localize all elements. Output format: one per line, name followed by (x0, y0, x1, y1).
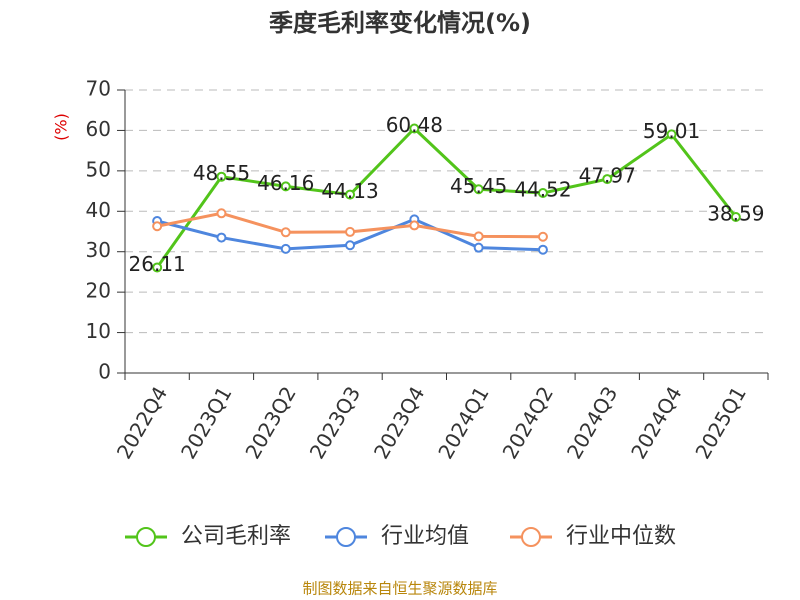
data-label: 45.45 (450, 174, 507, 198)
y-tick-label: 10 (86, 319, 111, 343)
point (152, 262, 163, 273)
x-tick-label: 2024Q3 (562, 382, 622, 463)
x-tick-label: 2025Q1 (690, 382, 750, 463)
x-tick-label: 2024Q1 (433, 382, 493, 463)
point (537, 244, 548, 255)
y-tick-label: 20 (86, 279, 111, 303)
y-tick-label: 40 (86, 198, 111, 222)
point (537, 231, 548, 242)
y-tick-label: 60 (86, 117, 111, 141)
y-axis-label: (%) (52, 113, 71, 141)
data-label: 46.16 (257, 171, 314, 195)
data-label: 59.01 (643, 119, 700, 143)
point (473, 242, 484, 253)
data-label: 44.52 (514, 178, 571, 202)
data-label: 44.13 (321, 179, 378, 203)
y-tick-label: 0 (98, 360, 111, 384)
y-tick-label: 30 (86, 238, 111, 262)
y-tick-label: 70 (86, 77, 111, 101)
y-tick-label: 50 (86, 157, 111, 181)
point (473, 231, 484, 242)
point (473, 184, 484, 195)
source-note: 制图数据来自恒生聚源数据库 (302, 580, 497, 598)
data-label: 26.11 (129, 252, 186, 276)
point (216, 208, 227, 219)
legend-label: 行业中位数 (566, 524, 676, 549)
point (345, 189, 356, 200)
x-tick-label: 2023Q2 (240, 382, 300, 463)
data-label: 48.55 (193, 161, 250, 185)
x-tick-label: 2023Q4 (369, 382, 429, 463)
point (602, 174, 613, 185)
point (730, 211, 741, 222)
point (345, 240, 356, 251)
point (280, 227, 291, 238)
point (216, 232, 227, 243)
x-tick-label: 2022Q4 (112, 382, 172, 463)
point (666, 129, 677, 140)
legend-marker (136, 527, 156, 547)
x-tick-label: 2023Q1 (176, 382, 236, 463)
point (152, 221, 163, 232)
x-tick-label: 2024Q4 (626, 382, 686, 463)
chart-title: 季度毛利率变化情况(%) (269, 9, 531, 37)
legend-marker (336, 527, 356, 547)
point (409, 220, 420, 231)
data-label: 47.97 (579, 164, 636, 188)
point (537, 188, 548, 199)
point (280, 181, 291, 192)
data-label: 60.48 (386, 113, 443, 137)
series-line (155, 126, 738, 269)
point (280, 243, 291, 254)
point (345, 226, 356, 237)
legend-marker (521, 527, 541, 547)
legend-label: 行业均值 (381, 524, 469, 549)
point (216, 171, 227, 182)
point (409, 123, 420, 134)
data-label: 38.59 (707, 201, 764, 225)
x-tick-label: 2023Q3 (305, 382, 365, 463)
x-tick-label: 2024Q2 (498, 382, 558, 463)
legend-label: 公司毛利率 (181, 524, 291, 549)
